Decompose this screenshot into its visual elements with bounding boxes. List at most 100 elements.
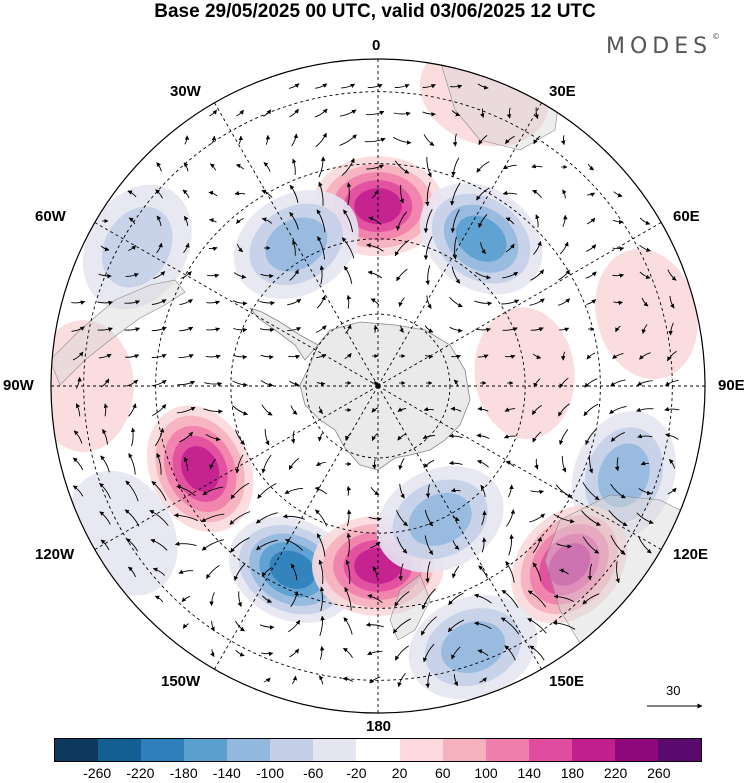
anomaly-blob xyxy=(474,307,575,440)
wind-arrow xyxy=(502,190,517,196)
wind-arrow xyxy=(502,327,518,332)
wind-arrow xyxy=(235,620,245,632)
wind-arrow xyxy=(395,510,408,527)
colorbar-tick-label: 100 xyxy=(474,765,498,781)
wind-arrow xyxy=(665,379,679,387)
wind-arrow xyxy=(612,352,624,359)
wind-arrow xyxy=(450,406,462,412)
wind-arrow xyxy=(346,532,352,557)
wind-arrow xyxy=(449,326,463,333)
wind-arrow xyxy=(452,133,458,147)
wind-arrow xyxy=(451,157,460,177)
wind-arrow xyxy=(125,354,140,359)
colorbar-tick-label: 20 xyxy=(391,765,408,781)
wind-arrow xyxy=(560,135,566,146)
wind-arrow xyxy=(99,511,111,525)
wind-arrow xyxy=(72,457,84,471)
wind-vectors xyxy=(71,83,680,689)
wind-arrow xyxy=(562,189,567,199)
wind-arrow xyxy=(475,271,491,280)
wind-arrow xyxy=(184,135,190,145)
wind-arrow xyxy=(343,265,353,284)
wind-arrow xyxy=(288,458,300,471)
wind-arrow xyxy=(182,623,190,629)
wind-arrow xyxy=(206,327,221,332)
wind-arrow xyxy=(561,455,567,473)
lon-label-120w: 120W xyxy=(35,546,75,563)
map-border xyxy=(50,58,706,714)
wind-arrow xyxy=(532,189,542,198)
wind-arrow xyxy=(127,190,137,198)
wind-arrow xyxy=(369,541,381,549)
wind-arrow xyxy=(505,135,515,145)
wind-arrow xyxy=(399,483,405,499)
wind-arrow xyxy=(477,354,489,359)
wind-arrow xyxy=(179,299,193,306)
latitude-circle xyxy=(230,238,526,534)
anomaly-blob xyxy=(595,249,698,380)
wind-arrow xyxy=(315,83,328,89)
wind-arrow xyxy=(474,300,493,306)
wind-arrow xyxy=(527,618,547,634)
wind-arrow xyxy=(262,595,273,603)
wind-arrow xyxy=(291,133,299,147)
wind-arrow xyxy=(346,485,352,496)
wind-arrow xyxy=(424,181,431,207)
wind-arrow xyxy=(265,134,271,145)
wind-arrow xyxy=(314,108,328,118)
wind-arrow xyxy=(149,509,169,526)
wind-arrow xyxy=(587,163,595,171)
wind-arrow xyxy=(394,591,410,607)
wind-arrow xyxy=(98,353,112,359)
wind-arrow xyxy=(284,487,304,495)
wind-arrow xyxy=(529,645,545,661)
wind-arrow xyxy=(392,618,411,634)
wind-arrow xyxy=(364,137,386,143)
wind-arrow xyxy=(342,676,354,682)
wind-arrow xyxy=(664,406,680,412)
wind-arrow xyxy=(530,489,544,495)
wind-arrow xyxy=(201,513,225,523)
wind-arrow xyxy=(259,624,275,630)
wind-arrow xyxy=(209,458,216,470)
wind-arrow xyxy=(478,214,488,228)
wind-arrow xyxy=(478,565,488,579)
wind-arrow xyxy=(292,239,297,256)
wind-arrow xyxy=(481,510,487,526)
wind-arrow xyxy=(209,217,217,223)
wind-arrow xyxy=(173,513,198,522)
wind-arrow xyxy=(128,566,137,578)
wind-arrow xyxy=(128,453,136,475)
wind-arrow xyxy=(211,135,217,145)
wind-arrow xyxy=(73,430,83,444)
wind-arrow xyxy=(229,511,251,525)
colorbar-segment xyxy=(528,739,572,761)
wind-arrow xyxy=(424,509,434,527)
wind-arrow xyxy=(315,132,327,148)
wind-arrow xyxy=(637,380,653,386)
wind-arrow xyxy=(420,616,437,636)
wind-arrow xyxy=(371,459,377,470)
wind-arrow xyxy=(235,454,244,474)
wind-arrow xyxy=(317,432,323,442)
wind-arrow xyxy=(259,300,275,306)
wind-arrow xyxy=(640,461,649,466)
wind-arrow xyxy=(287,298,302,306)
wind-arrow xyxy=(346,294,352,309)
wind-arrow xyxy=(398,563,404,581)
wind-arrow xyxy=(319,265,325,285)
wind-arrow xyxy=(505,217,515,225)
wind-arrow xyxy=(533,378,541,388)
wind-arrow xyxy=(203,408,223,414)
wind-arrow xyxy=(423,406,434,412)
wind-arrow xyxy=(585,271,597,279)
wind-arrow xyxy=(182,189,190,199)
anomaly-blob xyxy=(146,405,254,533)
wind-arrow xyxy=(559,568,569,575)
wind-arrow xyxy=(502,271,519,279)
lon-label-150w: 150W xyxy=(161,673,201,690)
wind-arrow xyxy=(125,480,139,502)
wind-arrow xyxy=(151,379,167,387)
wind-arrow xyxy=(478,135,488,145)
wind-arrow xyxy=(425,672,431,689)
